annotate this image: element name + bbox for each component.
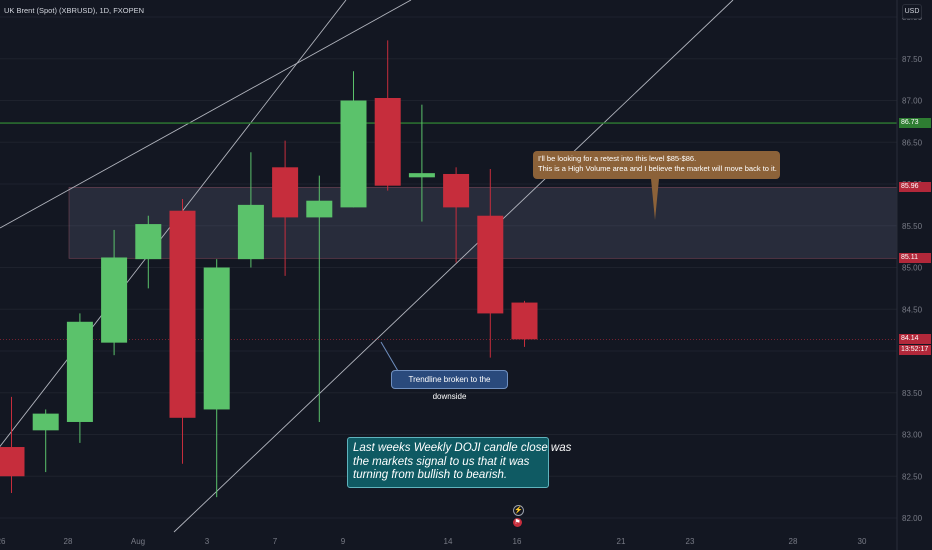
- candles: [0, 40, 538, 498]
- candle-body: [169, 210, 196, 418]
- time-tick-label: Aug: [131, 537, 145, 546]
- time-tick-label: 7: [273, 537, 278, 546]
- candle-body: [135, 224, 162, 260]
- price-tick-label: 85.00: [902, 264, 923, 273]
- price-tick-label: 82.50: [902, 472, 923, 481]
- time-tick-label: 9: [341, 537, 346, 546]
- time-tick-label: 30: [858, 537, 867, 546]
- time-tick-label: 28: [64, 537, 73, 546]
- trend-line: [173, 0, 734, 533]
- time-tick-label: 23: [686, 537, 695, 546]
- candle-body: [237, 204, 264, 260]
- price-badge: 85.11: [899, 253, 931, 264]
- price-tick-label: 85.50: [902, 222, 923, 231]
- countdown-badge: 13:52:17: [899, 345, 931, 355]
- lightning-icon[interactable]: ⚡: [513, 505, 524, 516]
- candle-body: [32, 413, 59, 431]
- candle-body: [272, 167, 299, 218]
- candle-body: [477, 215, 504, 314]
- retest-callout-line-2: This is a High Volume area and I believe…: [538, 163, 777, 173]
- grid: [0, 16, 897, 519]
- time-tick-label: 3: [205, 537, 210, 546]
- price-badge: 85.96: [899, 182, 931, 193]
- retest-callout[interactable]: I'll be looking for a retest into this l…: [533, 151, 780, 179]
- trend-line: [0, 0, 412, 229]
- price-tick-label: 87.50: [902, 55, 923, 64]
- price-tick-label: 84.50: [902, 305, 923, 314]
- trendline-callout[interactable]: Trendline broken to the downside: [391, 370, 508, 401]
- candle-body: [203, 267, 230, 410]
- price-tick-label: 83.00: [902, 431, 923, 440]
- candle-body: [408, 173, 435, 178]
- callout-pointers: [380, 179, 659, 372]
- price-tick-label: 82.00: [902, 514, 923, 523]
- time-axis[interactable]: 26 28 Aug 3 7 9 14 16 21 23 28 30: [0, 537, 867, 546]
- price-badge: 84.14: [899, 334, 931, 345]
- doji-callout[interactable]: Last weeks Weekly DOJI candle close was …: [347, 437, 572, 488]
- price-axis[interactable]: 82.0082.5083.0083.5084.0084.5085.0085.50…: [902, 13, 923, 523]
- symbol-title[interactable]: UK Brent (Spot) (XBRUSD), 1D, FXOPEN: [4, 6, 145, 15]
- candle-body: [66, 321, 93, 422]
- retest-callout-pointer: [651, 179, 659, 220]
- price-badge: 86.73: [899, 118, 931, 129]
- candle-body: [374, 97, 401, 186]
- candle-body: [101, 257, 128, 343]
- candle-body: [0, 447, 25, 477]
- time-tick-label: 26: [0, 537, 6, 546]
- candle-body: [306, 200, 333, 218]
- retest-callout-line-1: I'll be looking for a retest into this l…: [538, 154, 697, 163]
- doji-callout-line-3: turning from bullish to bearish.: [353, 469, 508, 481]
- price-tick-label: 87.00: [902, 97, 923, 106]
- flag-icon[interactable]: ⚑: [513, 518, 522, 527]
- time-tick-label: 21: [617, 537, 626, 546]
- doji-callout-line-1: Last weeks Weekly DOJI candle close was: [353, 442, 572, 454]
- price-tick-label: 83.50: [902, 389, 923, 398]
- trendline-callout-pointer: [380, 341, 399, 372]
- candle-body: [511, 302, 538, 340]
- doji-callout-line-2: the markets signal to us that it was: [353, 455, 530, 468]
- time-tick-label: 14: [444, 537, 453, 546]
- time-tick-label: 16: [513, 537, 522, 546]
- price-levels: [0, 122, 897, 340]
- currency-button[interactable]: USD: [902, 4, 922, 19]
- price-tick-label: 86.50: [902, 138, 923, 147]
- candle-body: [340, 100, 367, 208]
- time-tick-label: 28: [789, 537, 798, 546]
- candle-body: [443, 173, 470, 208]
